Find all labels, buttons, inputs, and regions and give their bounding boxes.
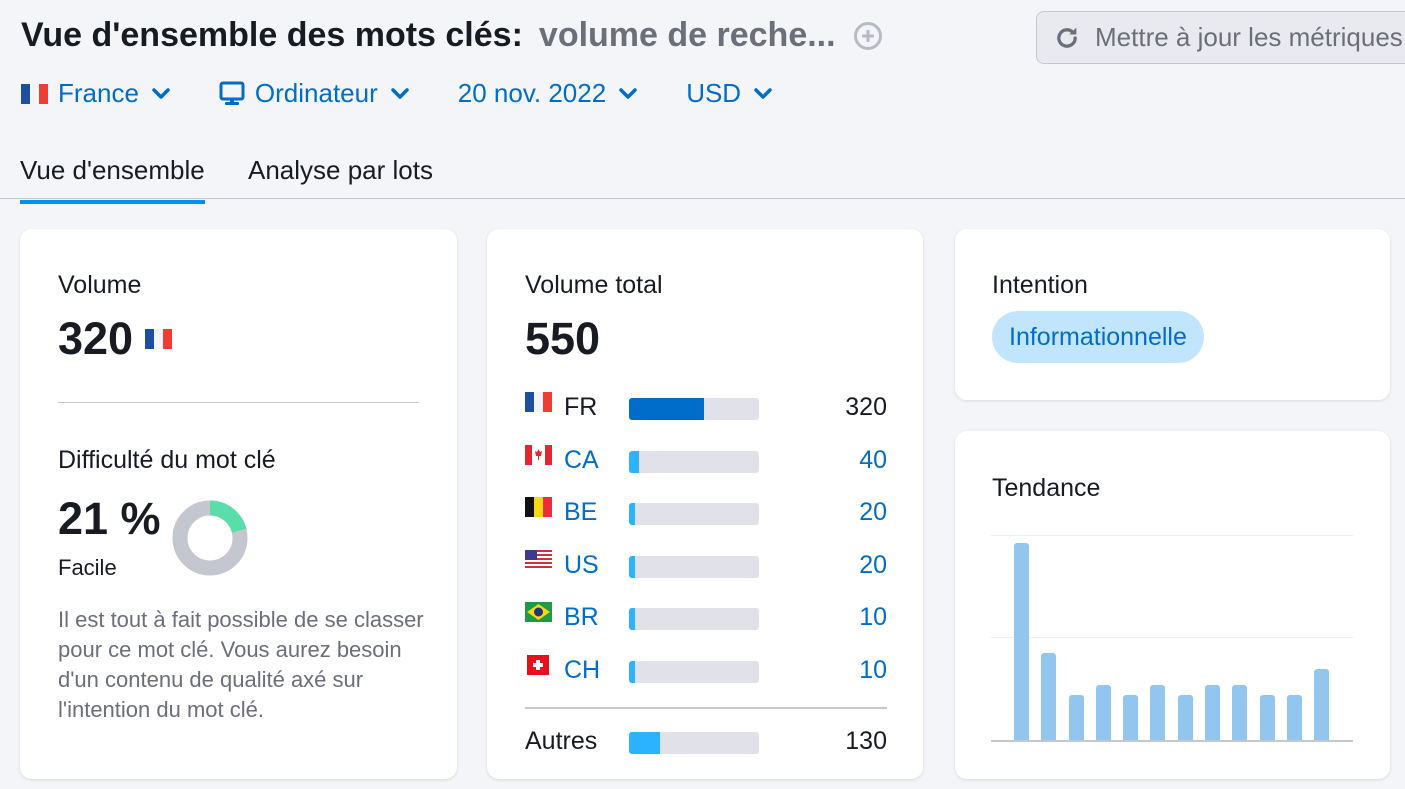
others-volume: 130 bbox=[845, 726, 887, 755]
total-volume-value: 550 bbox=[525, 313, 601, 364]
country-row-fr: FR 320 bbox=[525, 389, 887, 442]
country-code-link[interactable]: BR bbox=[564, 603, 599, 632]
chevron-down-icon bbox=[619, 87, 637, 99]
country-label: France bbox=[58, 78, 139, 108]
country-code: FR bbox=[564, 393, 598, 421]
trend-bar[interactable] bbox=[1232, 684, 1248, 740]
country-code-link[interactable]: CH bbox=[564, 655, 601, 684]
gridline bbox=[991, 637, 1353, 638]
kd-level: Facile bbox=[58, 555, 117, 580]
trend-bar[interactable] bbox=[1095, 684, 1111, 740]
country-row-ca: CA 40 bbox=[525, 442, 887, 495]
kd-value: 21 % bbox=[58, 493, 161, 544]
currency-select[interactable]: USD bbox=[686, 78, 773, 109]
volume-bar bbox=[629, 398, 759, 420]
refresh-metrics-button[interactable]: Mettre à jour les métriques bbox=[1036, 11, 1405, 64]
divider bbox=[525, 706, 887, 709]
x-axis bbox=[991, 740, 1353, 742]
country-row-us: US 20 bbox=[525, 547, 887, 600]
tabs-bar: Vue d'ensemble Analyse par lots bbox=[0, 150, 1405, 204]
currency-label: USD bbox=[686, 78, 742, 108]
divider bbox=[58, 402, 419, 403]
trend-label: Tendance bbox=[992, 474, 1101, 502]
country-select[interactable]: France bbox=[21, 78, 171, 109]
others-label: Autres bbox=[525, 726, 598, 755]
kd-donut-chart bbox=[172, 500, 248, 576]
flag-fr-icon bbox=[525, 392, 552, 412]
total-volume-label: Volume total bbox=[525, 271, 663, 299]
country-volume-link[interactable]: 10 bbox=[859, 603, 887, 632]
date-select[interactable]: 20 nov. 2022 bbox=[458, 78, 638, 109]
flag-ca-icon bbox=[525, 444, 552, 465]
flag-fr-icon bbox=[145, 329, 173, 349]
volume-card: Volume 320 Difficulté du mot clé 21 % Fa… bbox=[20, 229, 457, 779]
country-volume-link[interactable]: 40 bbox=[859, 445, 887, 474]
volume-bar bbox=[629, 503, 759, 526]
trend-bar[interactable] bbox=[1205, 684, 1221, 740]
country-code-link[interactable]: BE bbox=[564, 498, 598, 527]
title-text: Vue d'ensemble des mots clés: bbox=[21, 16, 523, 54]
volume-bar bbox=[629, 608, 759, 631]
country-volume-link[interactable]: 20 bbox=[859, 498, 887, 527]
flag-br-icon bbox=[525, 602, 552, 623]
country-code-link[interactable]: US bbox=[564, 550, 599, 579]
trend-bar[interactable] bbox=[1068, 694, 1084, 740]
device-label: Ordinateur bbox=[254, 78, 378, 108]
intent-label: Intention bbox=[992, 271, 1088, 299]
flag-us-icon bbox=[525, 549, 552, 570]
chevron-down-icon bbox=[754, 87, 772, 99]
intent-badge: Informationnelle bbox=[992, 311, 1204, 363]
trend-chart bbox=[991, 535, 1353, 742]
volume-value: 320 bbox=[58, 313, 134, 364]
volume-label: Volume bbox=[58, 271, 142, 299]
device-select[interactable]: Ordinateur bbox=[219, 78, 410, 109]
country-code-link[interactable]: CA bbox=[564, 445, 599, 474]
refresh-label: Mettre à jour les métriques bbox=[1095, 22, 1403, 52]
chevron-down-icon bbox=[152, 87, 170, 99]
volume-value-row: 320 bbox=[58, 313, 173, 365]
page-title: Vue d'ensemble des mots clés: volume de … bbox=[21, 16, 882, 55]
country-row-br: BR 10 bbox=[525, 599, 887, 652]
others-row: Autres 130 bbox=[525, 723, 887, 776]
country-row-ch: CH 10 bbox=[525, 652, 887, 705]
country-volume-link[interactable]: 10 bbox=[859, 655, 887, 684]
trend-bar[interactable] bbox=[1014, 542, 1029, 740]
date-label: 20 nov. 2022 bbox=[457, 78, 607, 108]
kd-description: Il est tout à fait possible de se classe… bbox=[58, 607, 424, 722]
trend-bar[interactable] bbox=[1041, 653, 1057, 740]
desktop-icon bbox=[219, 81, 245, 105]
flag-fr-icon bbox=[21, 83, 48, 104]
trend-bar[interactable] bbox=[1150, 684, 1166, 740]
trend-bar[interactable] bbox=[1259, 694, 1275, 740]
gridline bbox=[991, 535, 1353, 536]
plus-circle-icon[interactable] bbox=[853, 21, 882, 50]
chevron-down-icon bbox=[391, 87, 409, 99]
country-list: FR 320 CA 40 BE 20 US 20 bbox=[525, 389, 887, 775]
flag-be-icon bbox=[525, 497, 552, 518]
tab-bulk-analysis[interactable]: Analyse par lots bbox=[248, 155, 433, 185]
trend-bar[interactable] bbox=[1123, 694, 1139, 740]
intent-card: Intention Informationnelle bbox=[955, 229, 1390, 400]
filters-bar: France Ordinateur 20 nov. 2022 USD bbox=[21, 78, 821, 109]
refresh-icon bbox=[1057, 27, 1077, 48]
trend-bar[interactable] bbox=[1314, 669, 1330, 740]
trend-bar[interactable] bbox=[1286, 694, 1302, 740]
trend-bar[interactable] bbox=[1177, 694, 1193, 740]
tab-overview[interactable]: Vue d'ensemble bbox=[20, 155, 205, 204]
volume-bar bbox=[629, 660, 759, 683]
trend-card: Tendance bbox=[955, 431, 1390, 779]
volume-bar bbox=[629, 731, 759, 754]
total-volume-card: Volume total 550 FR 320 CA 40 BE 20 bbox=[487, 229, 923, 779]
trend-bars bbox=[1014, 542, 1342, 740]
volume-bar bbox=[629, 555, 759, 578]
country-volume-link[interactable]: 20 bbox=[859, 550, 887, 579]
country-row-be: BE 20 bbox=[525, 494, 887, 547]
volume-bar bbox=[629, 450, 759, 473]
country-volume: 320 bbox=[845, 393, 887, 421]
kd-label: Difficulté du mot clé bbox=[58, 446, 276, 474]
flag-ch-icon bbox=[527, 654, 549, 675]
keyword-text: volume de reche... bbox=[538, 16, 836, 54]
